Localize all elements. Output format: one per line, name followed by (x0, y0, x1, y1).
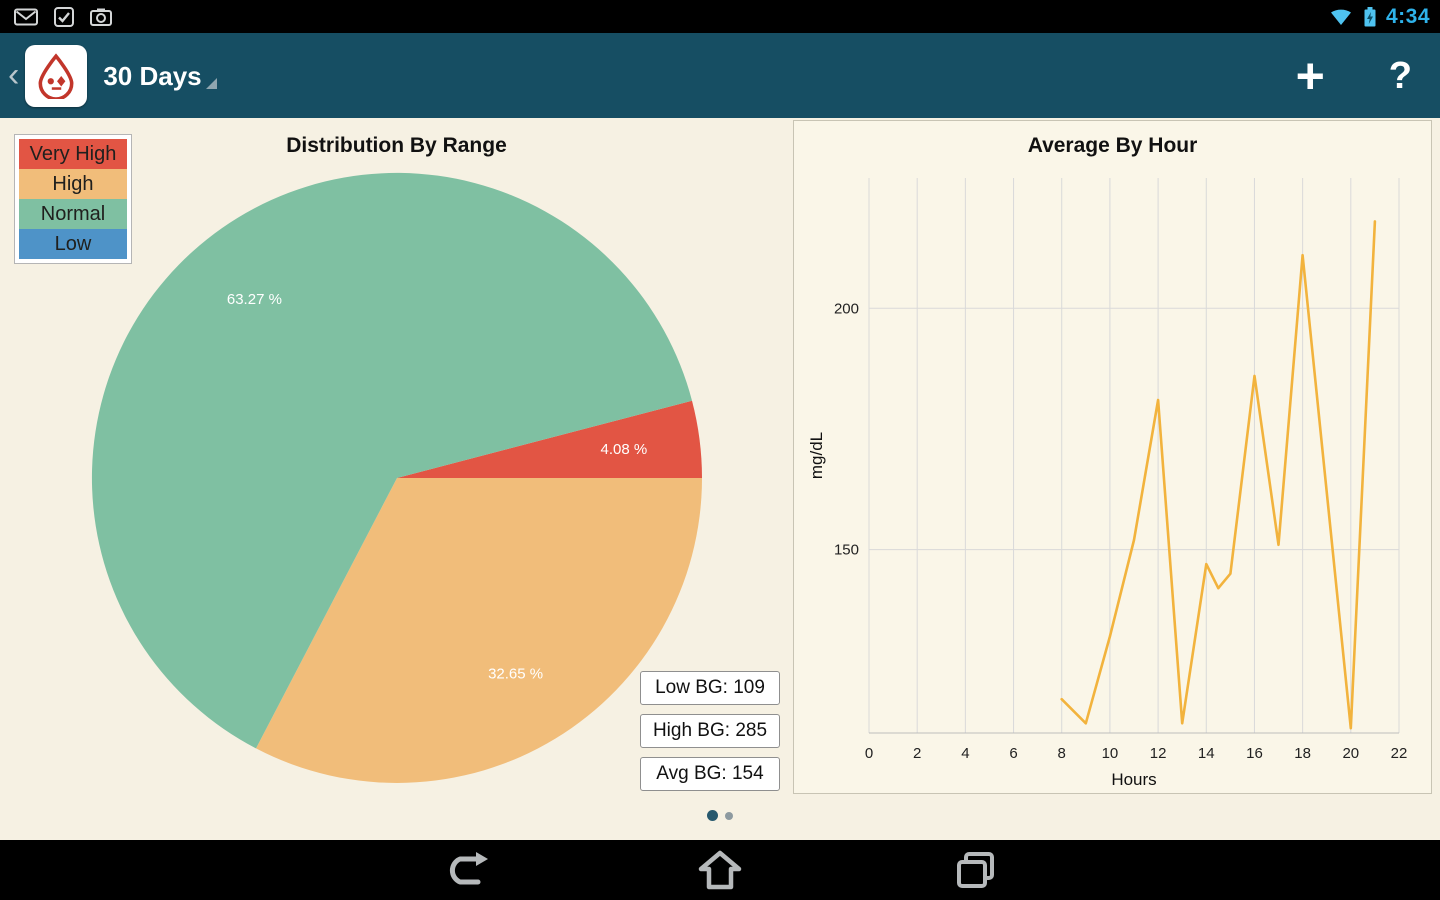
status-bar[interactable]: 4:34 (0, 0, 1440, 33)
svg-text:8: 8 (1058, 745, 1066, 762)
page-dot-inactive[interactable] (725, 811, 733, 820)
period-spinner-label: 30 Days (103, 60, 202, 91)
svg-text:0: 0 (865, 745, 873, 762)
svg-text:2: 2 (913, 745, 921, 762)
svg-text:18: 18 (1294, 745, 1311, 762)
low-bg-stat: Low BG: 109 (640, 671, 780, 705)
legend-normal: Normal (19, 199, 127, 229)
gmail-icon (14, 8, 38, 25)
navigation-bar (0, 840, 1440, 900)
app-icon[interactable] (25, 44, 88, 107)
svg-text:150: 150 (834, 542, 859, 559)
bg-stats: Low BG: 109 High BG: 285 Avg BG: 154 (640, 671, 780, 791)
status-notification-icons (14, 6, 112, 27)
page-indicator[interactable] (0, 810, 1440, 821)
home-icon (698, 850, 742, 890)
status-system-icons: 4:34 (1328, 5, 1430, 29)
svg-text:32.65 %: 32.65 % (488, 666, 543, 683)
recents-icon (957, 852, 994, 888)
high-bg-stat: High BG: 285 (640, 714, 780, 748)
svg-text:16: 16 (1246, 745, 1263, 762)
nav-home-button[interactable] (688, 846, 752, 894)
task-check-icon (54, 6, 74, 27)
back-icon (449, 852, 488, 885)
pie-chart-title: Distribution By Range (286, 134, 507, 157)
legend-high: High (19, 169, 127, 199)
svg-text:12: 12 (1150, 745, 1167, 762)
distribution-pie-chart: 4.08 % 32.65 % 63.27 % (91, 172, 702, 783)
svg-text:63.27 %: 63.27 % (227, 291, 282, 308)
svg-text:10: 10 (1102, 745, 1119, 762)
nav-back-button[interactable] (432, 846, 496, 894)
svg-text:6: 6 (1009, 745, 1017, 762)
battery-icon (1364, 6, 1376, 26)
svg-text:20: 20 (1342, 745, 1359, 762)
period-spinner[interactable]: 30 Days (103, 60, 217, 91)
legend-low: Low (19, 229, 127, 259)
range-legend: Very High High Normal Low (14, 134, 132, 264)
content: Distribution By Range Very High High Nor… (0, 118, 1440, 840)
nav-recents-button[interactable] (944, 846, 1008, 894)
spinner-caret-icon (205, 77, 217, 89)
camera-icon (90, 8, 112, 26)
hourly-chart-card: Average By Hour 0 2 4 6 8 10 12 14 16 18 20 22 150 20… (793, 120, 1432, 794)
action-bar-buttons: + ? (1296, 51, 1412, 101)
help-button[interactable]: ? (1388, 54, 1412, 97)
svg-text:Hours: Hours (1111, 770, 1156, 789)
blood-drop-icon (38, 52, 74, 99)
avg-bg-stat: Avg BG: 154 (640, 757, 780, 791)
page-dot-active[interactable] (707, 810, 718, 821)
average-by-hour-line-chart: 0 2 4 6 8 10 12 14 16 18 20 22 150 200 Hours mg/dL (807, 178, 1408, 789)
svg-text:mg/dL: mg/dL (807, 432, 826, 479)
up-caret-icon[interactable]: ‹ (8, 56, 20, 94)
svg-text:22: 22 (1391, 745, 1408, 762)
clock: 4:34 (1385, 4, 1430, 28)
legend-very-high: Very High (19, 139, 127, 169)
line-chart-title: Average By Hour (1027, 134, 1198, 157)
action-bar: ‹ 30 Days + ? (0, 33, 1440, 118)
svg-text:200: 200 (834, 300, 859, 317)
svg-text:4: 4 (961, 745, 969, 762)
svg-text:4.08 %: 4.08 % (601, 441, 648, 458)
add-reading-button[interactable]: + (1295, 47, 1325, 104)
svg-text:14: 14 (1198, 745, 1215, 762)
wifi-icon (1330, 9, 1351, 25)
